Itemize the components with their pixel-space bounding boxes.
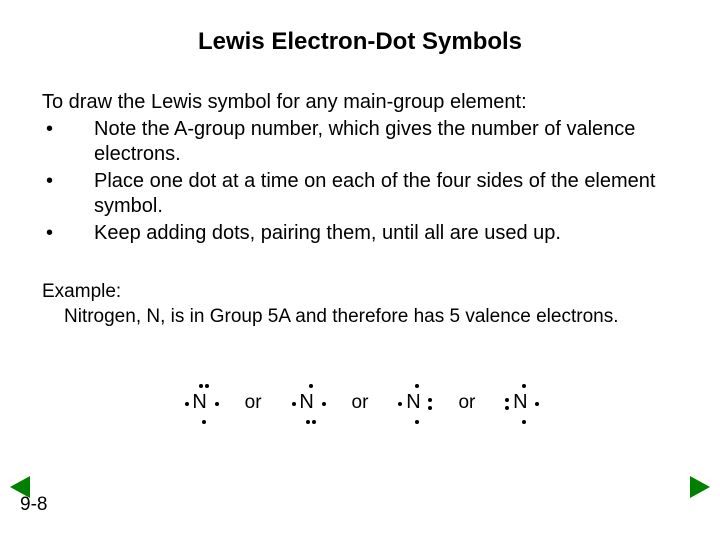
- example-block: Example: Nitrogen, N, is in Group 5A and…: [42, 280, 678, 329]
- lewis-structure: N: [495, 378, 545, 428]
- element-symbol: N: [192, 391, 206, 414]
- electron-dot: [522, 420, 526, 424]
- electron-dot: [535, 402, 539, 406]
- body-text: To draw the Lewis symbol for any main-gr…: [42, 90, 678, 246]
- bullet-text: Note the A-group number, which gives the…: [94, 117, 678, 167]
- or-label: or: [352, 392, 369, 414]
- list-item: • Keep adding dots, pairing them, until …: [42, 221, 678, 246]
- electron-dot: [322, 402, 326, 406]
- bullet-text: Place one dot at a time on each of the f…: [94, 169, 678, 219]
- bullet-mark: •: [42, 169, 94, 219]
- electron-dot: [415, 384, 419, 388]
- bullet-mark: •: [42, 117, 94, 167]
- electron-dot: [522, 384, 526, 388]
- lewis-diagram-row: N or N or N or N: [0, 378, 720, 428]
- next-arrow-icon[interactable]: [690, 476, 710, 498]
- example-label: Example:: [42, 280, 678, 305]
- electron-dot: [505, 406, 509, 410]
- electron-dot: [306, 420, 310, 424]
- electron-dot: [205, 384, 209, 388]
- element-symbol: N: [513, 391, 527, 414]
- electron-dot: [215, 402, 219, 406]
- electron-dot: [199, 384, 203, 388]
- list-item: • Place one dot at a time on each of the…: [42, 169, 678, 219]
- electron-dot: [312, 420, 316, 424]
- electron-dot: [505, 398, 509, 402]
- electron-dot: [398, 402, 402, 406]
- list-item: • Note the A-group number, which gives t…: [42, 117, 678, 167]
- electron-dot: [202, 420, 206, 424]
- electron-dot: [415, 420, 419, 424]
- element-symbol: N: [406, 391, 420, 414]
- bullet-list: • Note the A-group number, which gives t…: [42, 117, 678, 246]
- prev-arrow-icon[interactable]: [10, 476, 30, 498]
- lewis-structure: N: [175, 378, 225, 428]
- electron-dot: [428, 406, 432, 410]
- electron-dot: [292, 402, 296, 406]
- electron-dot: [185, 402, 189, 406]
- or-label: or: [245, 392, 262, 414]
- or-label: or: [458, 392, 475, 414]
- electron-dot: [428, 398, 432, 402]
- slide-title: Lewis Electron-Dot Symbols: [0, 28, 720, 56]
- example-detail: Nitrogen, N, is in Group 5A and therefor…: [42, 305, 678, 330]
- lewis-structure: N: [388, 378, 438, 428]
- electron-dot: [309, 384, 313, 388]
- intro-line: To draw the Lewis symbol for any main-gr…: [42, 90, 678, 115]
- lewis-structure: N: [282, 378, 332, 428]
- bullet-mark: •: [42, 221, 94, 246]
- slide: Lewis Electron-Dot Symbols To draw the L…: [0, 0, 720, 540]
- bullet-text: Keep adding dots, pairing them, until al…: [94, 221, 678, 246]
- element-symbol: N: [299, 391, 313, 414]
